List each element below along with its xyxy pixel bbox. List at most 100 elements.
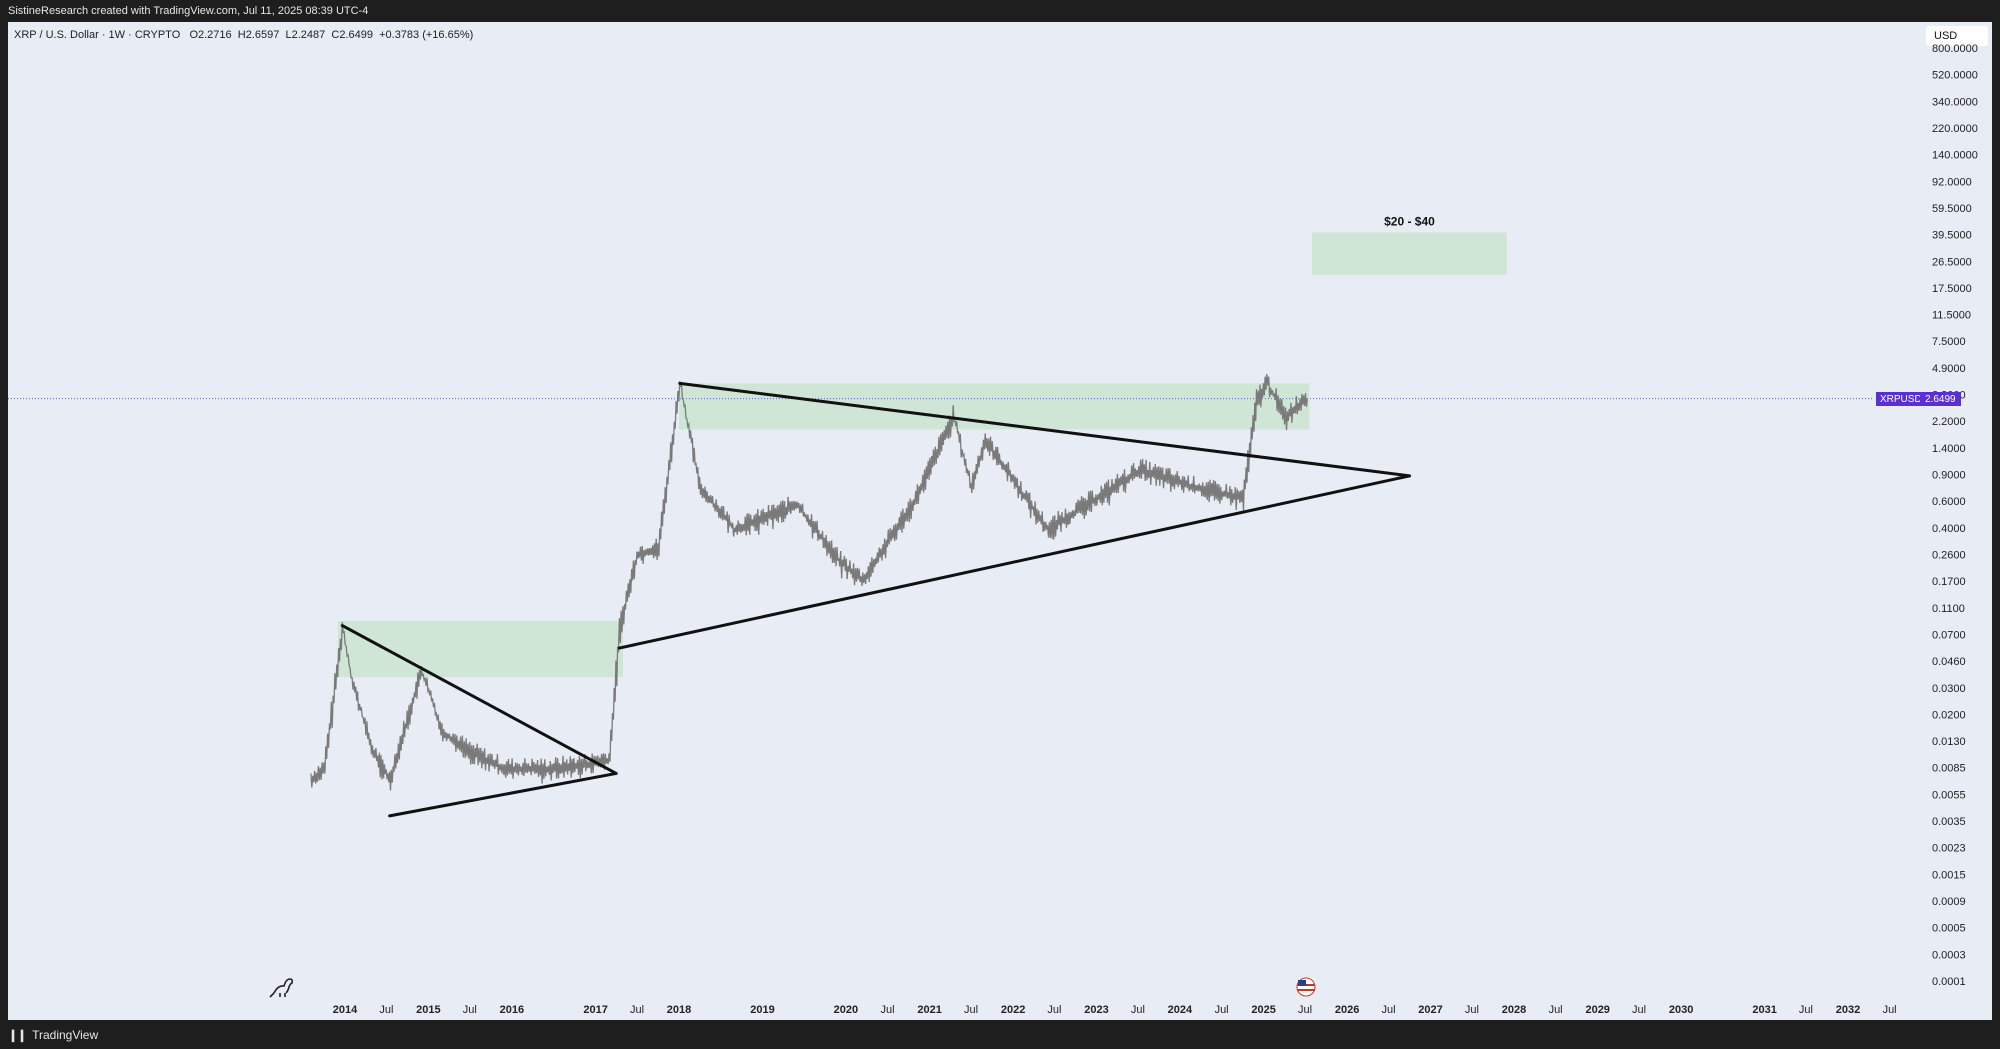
y-tick-label: 140.0000 [1932, 150, 1978, 162]
zones-layer [337, 232, 1507, 678]
y-tick-label: 92.0000 [1932, 176, 1972, 188]
x-tick-label: Jul [463, 1004, 477, 1016]
y-tick-label: 26.5000 [1932, 256, 1972, 268]
y-tick-label: 0.0130 [1932, 736, 1966, 748]
y-tick-label: 340.0000 [1932, 96, 1978, 108]
target-zone-2[interactable] [1312, 232, 1507, 275]
y-tick-label: 39.5000 [1932, 230, 1972, 242]
y-tick-label: 0.4000 [1932, 523, 1966, 535]
x-tick-label: 2031 [1752, 1004, 1776, 1016]
y-tick-label: 800.0000 [1932, 43, 1978, 55]
credit-text: SistineResearch created with TradingView… [8, 5, 369, 17]
y-tick-label: 0.0200 [1932, 709, 1966, 721]
x-tick-label: 2017 [583, 1004, 607, 1016]
target-zone-label: $20 - $40 [1384, 214, 1435, 228]
x-tick-label: Jul [880, 1004, 894, 1016]
y-tick-label: 0.0003 [1932, 949, 1966, 961]
change-value: +0.3783 (+16.65%) [379, 29, 474, 41]
trendlines-layer [340, 381, 1411, 818]
x-tick-label: Jul [1632, 1004, 1646, 1016]
y-tick-label: 7.5000 [1932, 336, 1966, 348]
us-flag-icon[interactable] [1296, 977, 1316, 997]
trendline-1[interactable] [388, 771, 618, 818]
y-tick-label: 0.1700 [1932, 576, 1966, 588]
x-tick-label: 2018 [667, 1004, 691, 1016]
x-tick-label: Jul [1465, 1004, 1479, 1016]
y-tick-label: 0.0055 [1932, 789, 1966, 801]
x-tick-label: 2024 [1168, 1004, 1193, 1016]
trendline-3[interactable] [617, 474, 1411, 650]
y-tick-label: 220.0000 [1932, 123, 1978, 135]
trendline-0[interactable] [340, 624, 618, 775]
symbol-legend: XRP / U.S. Dollar · 1W · CRYPTO O2.2716 … [14, 29, 473, 41]
y-tick-label: 0.0035 [1932, 816, 1966, 828]
trendline-2[interactable] [678, 381, 1411, 478]
currency-button[interactable]: USD [1926, 26, 1988, 46]
x-tick-label: Jul [1883, 1004, 1897, 1016]
y-axis: 800.0000 520.0000 340.0000 220.0000 140.0000… [1932, 43, 1978, 988]
x-tick-label: Jul [630, 1004, 644, 1016]
x-tick-label: Jul [964, 1004, 978, 1016]
y-tick-label: 0.0023 [1932, 843, 1966, 855]
symbol-name[interactable]: XRP / U.S. Dollar · 1W · CRYPTO [14, 29, 181, 41]
close-value: C2.6499 [331, 29, 373, 41]
y-tick-label: 0.0001 [1932, 976, 1966, 988]
y-tick-label: 17.5000 [1932, 283, 1972, 295]
x-tick-label: Jul [1047, 1004, 1061, 1016]
y-tick-label: 0.0460 [1932, 656, 1966, 668]
footer-brand[interactable]: TradingView [32, 1027, 99, 1042]
x-tick-label: 2021 [917, 1004, 941, 1016]
x-tick-label: 2023 [1084, 1004, 1108, 1016]
x-tick-label: 2026 [1335, 1004, 1359, 1016]
price-badge-value: 2.6499 [1920, 392, 1961, 406]
y-tick-label: 0.0009 [1932, 896, 1966, 908]
x-tick-label: Jul [1131, 1004, 1145, 1016]
price-badge-symbol: XRPUSD [1876, 392, 1926, 406]
x-tick-label: Jul [379, 1004, 393, 1016]
high-value: H2.6597 [237, 29, 280, 41]
y-tick-label: 11.5000 [1932, 310, 1971, 322]
y-tick-label: 0.0005 [1932, 923, 1966, 935]
low-value: L2.2487 [285, 29, 326, 41]
x-tick-label: Jul [1549, 1004, 1563, 1016]
x-tick-label: 2030 [1669, 1004, 1693, 1016]
x-tick-label: 2020 [834, 1004, 858, 1016]
y-tick-label: 0.9000 [1932, 470, 1966, 482]
x-tick-label: 2019 [750, 1004, 774, 1016]
y-tick-label: 0.0300 [1932, 683, 1966, 695]
y-tick-label: 59.5000 [1932, 203, 1972, 215]
x-tick-label: Jul [1215, 1004, 1229, 1016]
y-tick-label: 520.0000 [1932, 70, 1978, 82]
y-tick-label: 0.0085 [1932, 763, 1966, 775]
x-tick-label: 2015 [416, 1004, 440, 1016]
x-tick-label: 2028 [1502, 1004, 1526, 1016]
x-tick-label: 2022 [1001, 1004, 1025, 1016]
x-axis: 2014 Jul 2015 Jul 2016 2017 Jul 2018 2019 2020 Jul… [333, 1004, 1897, 1016]
x-tick-label: 2027 [1418, 1004, 1442, 1016]
y-tick-label: 4.9000 [1932, 363, 1966, 375]
price-series [310, 373, 1308, 791]
y-tick-label: 0.0015 [1932, 869, 1966, 881]
y-tick-label: 0.6000 [1932, 496, 1966, 508]
top-credit-bar: SistineResearch created with TradingView… [0, 0, 2000, 22]
x-tick-label: 2029 [1585, 1004, 1609, 1016]
y-tick-label: 0.0700 [1932, 630, 1966, 642]
x-tick-label: Jul [1381, 1004, 1395, 1016]
x-tick-label: 2016 [500, 1004, 524, 1016]
target-zone-0[interactable] [337, 621, 624, 678]
tradingview-logo-icon[interactable]: ❙❙ [8, 1027, 27, 1042]
x-tick-label: Jul [1298, 1004, 1312, 1016]
x-tick-label: Jul [1799, 1004, 1813, 1016]
y-tick-label: 0.2600 [1932, 550, 1966, 562]
y-tick-label: 0.1100 [1932, 603, 1965, 615]
x-tick-label: 2025 [1251, 1004, 1275, 1016]
dino-icon[interactable] [269, 978, 294, 998]
open-value: O2.2716 [189, 29, 232, 41]
x-tick-label: 2032 [1836, 1004, 1860, 1016]
x-tick-label: 2014 [333, 1004, 358, 1016]
footer-bar: ❙❙ TradingView [0, 1020, 2000, 1049]
y-tick-label: 2.2000 [1932, 416, 1966, 428]
chart-area[interactable] [8, 22, 1992, 1020]
y-tick-label: 1.4000 [1932, 443, 1966, 455]
